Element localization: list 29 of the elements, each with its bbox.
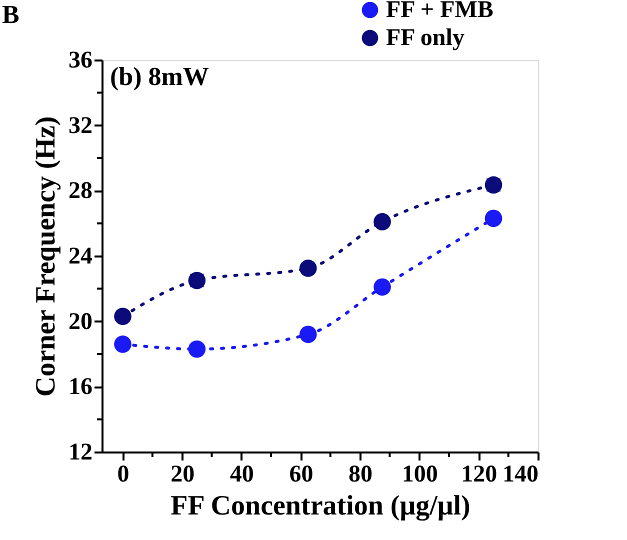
- text: B: [2, 0, 20, 29]
- point: [374, 278, 391, 296]
- y-axis-title: Corner Frequency (Hz): [30, 116, 62, 397]
- x-tick-label: 80: [348, 462, 373, 488]
- y-tick-label: 16: [68, 374, 92, 400]
- point: [484, 210, 502, 228]
- x-tick-label: 60: [289, 462, 314, 488]
- x-tick-label: 120: [461, 462, 498, 488]
- point: [188, 340, 206, 358]
- legend-label: FF + FMB: [386, 0, 494, 23]
- point: [114, 336, 132, 353]
- y-tick-label: 24: [68, 244, 92, 270]
- legend-label: FF only: [386, 25, 464, 51]
- x-tick-label: 140: [502, 462, 538, 488]
- point: [374, 213, 391, 230]
- y-tick-label: 28: [68, 178, 92, 204]
- y-tick-label: 32: [68, 112, 92, 139]
- point: [299, 326, 317, 344]
- x-tick-label: 100: [402, 462, 438, 488]
- x-tick-label: 0: [117, 462, 130, 488]
- chart-title: (b) 8mW: [110, 62, 209, 91]
- point: [299, 260, 317, 277]
- x-axis-title: FF Concentration (μg/μl): [170, 490, 470, 522]
- y-tick-label: 12: [68, 440, 92, 466]
- y-tick-label: 36: [68, 48, 92, 74]
- y-tick-label: 20: [68, 308, 92, 335]
- x-tick-label: 20: [170, 462, 195, 488]
- x-tick-label: 40: [230, 462, 254, 488]
- point: [114, 308, 132, 326]
